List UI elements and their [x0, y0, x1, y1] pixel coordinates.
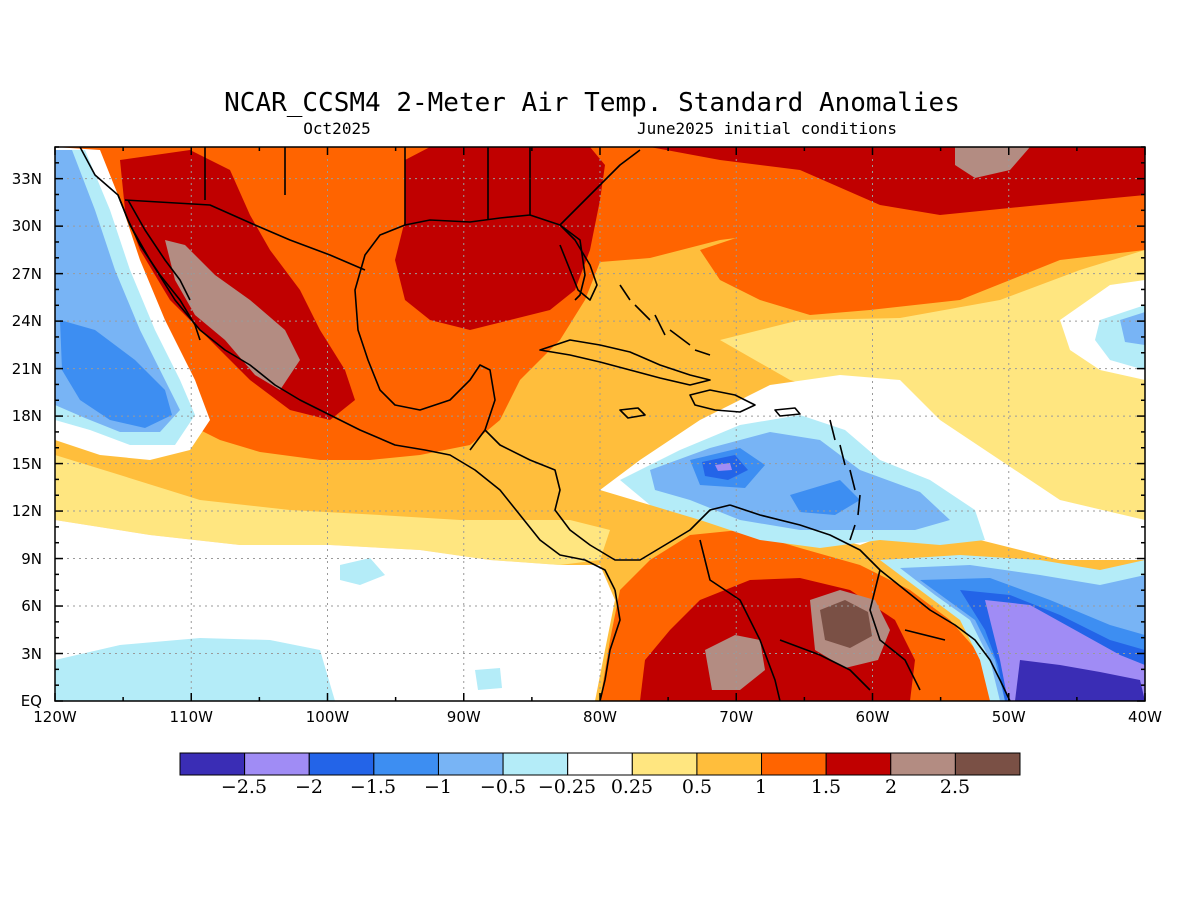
y-tick-label: 33N [12, 170, 42, 188]
colorbar-label: 2.5 [940, 776, 970, 798]
colorbar-label: 0.5 [682, 776, 712, 798]
colorbar-swatch [244, 752, 310, 776]
axis-ticks [54, 146, 1146, 702]
colorbar-swatch [696, 752, 763, 776]
coastlines [79, 147, 1011, 701]
x-tick-label: 90W [447, 708, 481, 726]
colorbar-swatch [567, 752, 633, 776]
anomaly-contour-darkblue-baja [60, 320, 172, 428]
anomaly-contour-lightblue-small-1 [340, 558, 385, 585]
y-tick-label: EQ [21, 692, 42, 710]
x-tick-label: 100W [306, 708, 350, 726]
anomaly-contour-brown-venezuela [820, 600, 872, 648]
anomaly-contour-yellow-atlantic [720, 250, 1145, 530]
colorbar-swatch [437, 752, 504, 776]
coastline-puerto-rico [774, 407, 801, 417]
colorbar-label: 2 [885, 776, 897, 798]
y-tick-label: 27N [12, 265, 42, 283]
x-tick-label: 70W [719, 708, 753, 726]
x-tick-label: 50W [992, 708, 1026, 726]
x-tick-label: 120W [33, 708, 77, 726]
colorbar-swatch [308, 752, 375, 776]
y-tick-label: 12N [12, 502, 42, 520]
y-tick-label: 15N [12, 455, 42, 473]
coastline-lesser-antilles [829, 419, 861, 541]
coastline-south-america-north [599, 504, 1011, 701]
anomaly-contour-lightblue-small-2 [475, 668, 502, 690]
y-tick-label: 21N [12, 360, 42, 378]
coastline-baja-california [117, 194, 201, 341]
x-tick-label: 110W [170, 708, 214, 726]
colorbar-label: 0.25 [611, 776, 653, 798]
y-axis-labels: EQ 3N 6N 9N 12N 15N 18N 21N 24N 27N 30N … [12, 170, 42, 710]
y-tick-label: 30N [12, 217, 42, 235]
x-axis-labels: 120W 110W 100W 90W 80W 70W 60W 50W 40W [33, 708, 1162, 726]
map-panel [55, 147, 1145, 701]
colorbar-label: −0.25 [538, 776, 596, 798]
anomaly-contour-blue-atlantic-east [1120, 312, 1145, 345]
valid-month-label: Oct2025 [303, 119, 370, 138]
border-us-mexico [124, 199, 366, 271]
colorbar [179, 752, 1021, 776]
colorbar-label: 1.5 [811, 776, 841, 798]
border-south-america [699, 539, 946, 701]
coastline-cuba [539, 339, 711, 386]
map-title: NCAR_CCSM4 2-Meter Air Temp. Standard An… [224, 88, 960, 118]
colorbar-swatch [954, 752, 1021, 776]
colorbar-label: −2.5 [221, 776, 267, 798]
colorbar-swatch [373, 752, 439, 776]
colorbar-label: −0.5 [480, 776, 526, 798]
coastline-jamaica [619, 407, 646, 419]
anomaly-contour-red-northeast [650, 147, 1145, 215]
colorbar-swatch [890, 752, 956, 776]
y-tick-label: 3N [21, 645, 42, 663]
colorbar-label: −2 [295, 776, 323, 798]
anomaly-contour-taupe-northeast [955, 147, 1030, 178]
colorbar-label: −1 [424, 776, 452, 798]
x-tick-label: 40W [1128, 708, 1162, 726]
y-tick-label: 18N [12, 407, 42, 425]
anomaly-contour-yellow-pacific [55, 455, 610, 565]
coastline-hispaniola [689, 389, 756, 413]
coastline-gulf-of-mexico [354, 214, 586, 451]
anomaly-contour-orange-east [700, 195, 1145, 315]
coastline-bahamas [619, 284, 711, 356]
coastline-central-america-caribbean [484, 429, 731, 561]
colorbar-swatch [631, 752, 698, 776]
border-state-lines [204, 147, 531, 225]
y-tick-label: 6N [21, 597, 42, 615]
anomaly-contour-indigo-southeast [1015, 660, 1145, 701]
coastline-us-east [559, 149, 641, 226]
x-tick-label: 80W [583, 708, 617, 726]
coastline-florida [559, 224, 598, 301]
colorbar-swatch [761, 752, 827, 776]
colorbar-label: −1.5 [350, 776, 396, 798]
y-tick-label: 9N [21, 550, 42, 568]
anomaly-contour-taupe-colombia [705, 635, 765, 690]
colorbar-swatch [179, 752, 246, 776]
graticule [55, 147, 1145, 701]
x-tick-label: 60W [856, 708, 890, 726]
initial-conditions-label: June2025 initial conditions [637, 119, 897, 138]
colorbar-label: 1 [755, 776, 767, 798]
anomaly-contour-red-gulf [395, 147, 605, 330]
colorbar-swatch [502, 752, 569, 776]
y-tick-label: 24N [12, 312, 42, 330]
anomaly-contour-taupe-baja [165, 240, 300, 390]
colorbar-swatch [825, 752, 892, 776]
colorbar-labels: −2.5 −2 −1.5 −1 −0.5 −0.25 0.25 0.5 1 1.… [221, 776, 970, 798]
anomaly-contour-purple-caribbean [715, 463, 732, 471]
